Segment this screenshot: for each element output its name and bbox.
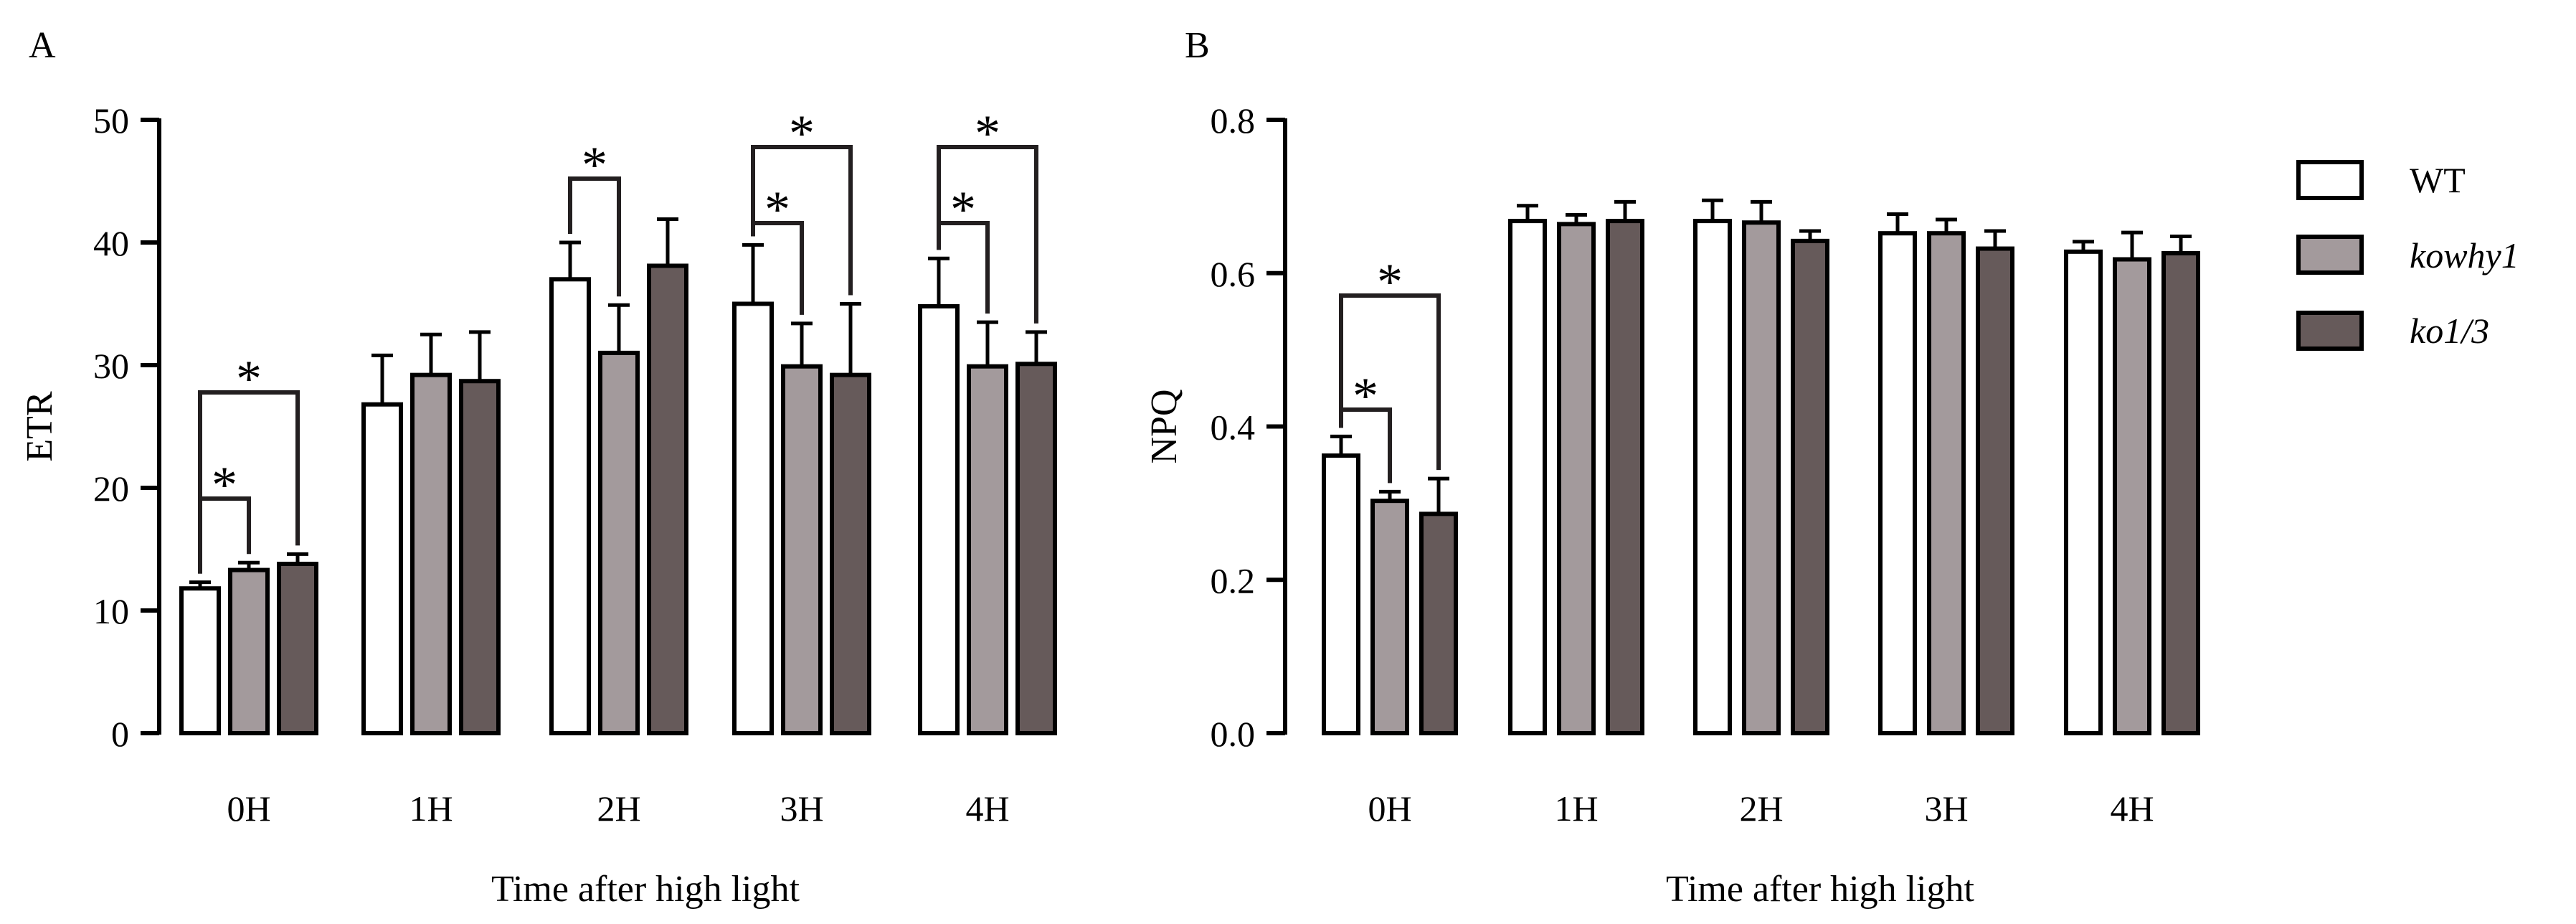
panel-a-x-tick-label: 2H bbox=[597, 788, 640, 829]
panel-b-bar-kowhy1-4h bbox=[2113, 257, 2151, 735]
panel-b-bar-ko13-3h bbox=[1976, 246, 2014, 735]
panel-b-bar-wt-1h bbox=[1508, 219, 1547, 735]
panel-a-bar-wt-2h bbox=[549, 277, 591, 735]
legend-swatch-ko13 bbox=[2296, 311, 2364, 351]
panel-b-bar-wt-3h bbox=[1878, 231, 1917, 735]
panel-a-bar-wt-4h bbox=[918, 303, 960, 736]
panel-a-y-tick-label: 10 bbox=[93, 591, 129, 631]
panel-b-bar-kowhy1-1h bbox=[1557, 222, 1596, 736]
panel-a-significance-bracket bbox=[568, 176, 621, 297]
panel-label-b: B bbox=[1185, 25, 1210, 66]
panel-a-bar-ko13-1h bbox=[459, 379, 501, 735]
panel-label-a: A bbox=[29, 25, 56, 66]
panel-a-bar-kowhy1-4h bbox=[967, 364, 1008, 735]
panel-b-bar-wt-0h bbox=[1322, 453, 1360, 735]
panel-a-significance-star: * bbox=[236, 350, 262, 407]
panel-a-y-tick-label: 50 bbox=[93, 100, 129, 141]
panel-b-y-axis-label: NPQ bbox=[1144, 389, 1185, 463]
panel-a-bar-kowhy1-3h bbox=[781, 364, 823, 735]
panel-b-x-tick-label: 3H bbox=[1924, 788, 1968, 829]
panel-a-bar-wt-3h bbox=[732, 301, 774, 735]
panel-a-bar-ko13-0h bbox=[277, 562, 318, 736]
panel-b-y-tick-label: 0.6 bbox=[1211, 254, 1256, 294]
panel-b-bar-wt-2h bbox=[1693, 219, 1732, 735]
panel-a-y-tick-label: 20 bbox=[93, 468, 129, 509]
panel-a-y-tick-label: 40 bbox=[93, 223, 129, 263]
panel-a-y-tick-label: 30 bbox=[93, 346, 129, 386]
panel-b-bar-wt-4h bbox=[2064, 249, 2103, 735]
panel-a-bar-ko13-3h bbox=[830, 372, 871, 735]
legend-label-wt: WT bbox=[2410, 160, 2466, 200]
panel-a-y-axis-label: ETR bbox=[19, 391, 60, 462]
panel-a-significance-bracket bbox=[937, 145, 1038, 324]
panel-b-bar-kowhy1-2h bbox=[1742, 220, 1781, 735]
panel-b-x-tick-label: 4H bbox=[2110, 788, 2154, 829]
panel-b-y-tick-label: 0.8 bbox=[1211, 100, 1256, 141]
panel-b-bar-kowhy1-0h bbox=[1370, 499, 1409, 735]
panel-b-bar-ko13-0h bbox=[1419, 512, 1458, 736]
panel-b-y-tick-label: 0.2 bbox=[1211, 560, 1256, 600]
panel-a-bar-ko13-4h bbox=[1015, 362, 1057, 736]
panel-a-significance-bracket bbox=[198, 390, 300, 574]
panel-b-y-tick-label: 0.0 bbox=[1211, 714, 1256, 754]
panel-a-x-axis-label: Time after high light bbox=[491, 869, 800, 910]
legend-label-ko13: ko1/3 bbox=[2410, 311, 2489, 351]
chart-panel-b: 0.0 0.2 0.4 0.6 0.8 NPQ Time after high light 0… bbox=[1144, 100, 2200, 910]
panel-a-significance-star: * bbox=[582, 136, 607, 194]
panel-b-bar-ko13-4h bbox=[2161, 250, 2200, 735]
panel-a-x-tick-label: 3H bbox=[780, 788, 823, 829]
panel-b-significance-star: * bbox=[1353, 367, 1378, 425]
legend: WT kowhy1 ko1/3 bbox=[2296, 160, 2519, 351]
panel-b-x-tick-label: 2H bbox=[1739, 788, 1783, 829]
panel-a-x-tick-label: 0H bbox=[227, 788, 270, 829]
panel-a-significance-star: * bbox=[764, 181, 790, 238]
panel-a-bar-wt-0h bbox=[179, 586, 221, 735]
panel-a-x-tick-label: 1H bbox=[409, 788, 453, 829]
panel-a-significance-star: * bbox=[789, 105, 815, 162]
panel-a-bar-wt-1h bbox=[361, 402, 403, 735]
panel-b-significance-bracket bbox=[1339, 293, 1441, 471]
panel-a-significance-bracket bbox=[751, 145, 853, 296]
legend-label-kowhy1: kowhy1 bbox=[2410, 235, 2519, 275]
panel-b-significance-star: * bbox=[1377, 253, 1403, 311]
panel-b-x-tick-label: 1H bbox=[1554, 788, 1598, 829]
panel-b-bar-ko13-2h bbox=[1791, 238, 1829, 735]
panel-b-y-tick-label: 0.4 bbox=[1211, 407, 1256, 448]
panel-a-x-tick-label: 4H bbox=[965, 788, 1009, 829]
panel-a-significance-star: * bbox=[950, 181, 976, 238]
panel-a-bar-kowhy1-1h bbox=[410, 372, 452, 735]
panel-a-significance-star: * bbox=[212, 456, 237, 514]
panel-b-bar-ko13-1h bbox=[1606, 219, 1644, 735]
panel-b-bar-kowhy1-3h bbox=[1927, 231, 1966, 735]
panel-a-bar-kowhy1-0h bbox=[228, 567, 270, 735]
panel-a-bar-ko13-2h bbox=[647, 263, 688, 735]
panel-b-x-tick-label: 0H bbox=[1368, 788, 1411, 829]
legend-swatch-kowhy1 bbox=[2296, 235, 2364, 275]
legend-swatch-wt bbox=[2296, 160, 2364, 200]
panel-b-x-axis-label: Time after high light bbox=[1666, 869, 1974, 910]
panel-a-bar-kowhy1-2h bbox=[598, 350, 640, 735]
panel-a-y-tick-label: 0 bbox=[111, 714, 129, 754]
chart-panel-a: 0 10 20 30 40 50 ETR Time after high light 0H 1H 2… bbox=[19, 100, 1057, 910]
panel-a-significance-star: * bbox=[975, 105, 1000, 162]
